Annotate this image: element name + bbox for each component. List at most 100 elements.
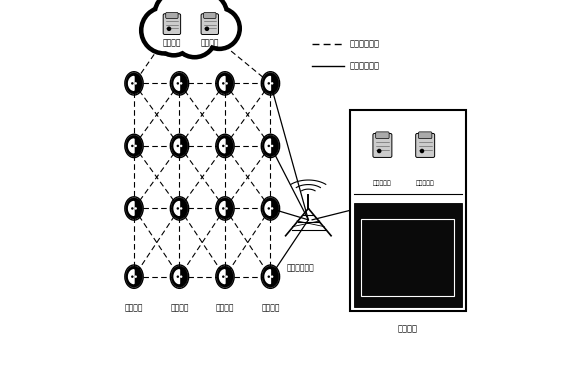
Ellipse shape — [262, 266, 279, 287]
Circle shape — [271, 82, 273, 85]
Bar — [354, 202, 462, 307]
Polygon shape — [220, 77, 225, 90]
FancyBboxPatch shape — [416, 133, 435, 157]
Text: 智能仪表: 智能仪表 — [261, 303, 279, 312]
Circle shape — [222, 207, 225, 210]
Ellipse shape — [262, 198, 279, 219]
Circle shape — [131, 276, 133, 278]
Circle shape — [267, 82, 270, 85]
Text: 智能仪表: 智能仪表 — [125, 303, 143, 312]
Text: 专用传输链路: 专用传输链路 — [350, 62, 380, 71]
Circle shape — [420, 149, 424, 153]
Polygon shape — [174, 270, 179, 283]
Text: 无线传输链路: 无线传输链路 — [350, 39, 380, 48]
Ellipse shape — [171, 73, 188, 94]
Circle shape — [152, 14, 196, 58]
Ellipse shape — [217, 73, 233, 94]
Ellipse shape — [171, 135, 188, 157]
Circle shape — [177, 82, 179, 85]
FancyBboxPatch shape — [373, 133, 392, 157]
Polygon shape — [265, 77, 270, 90]
Circle shape — [267, 145, 270, 147]
Circle shape — [177, 207, 179, 210]
Circle shape — [167, 27, 171, 31]
FancyBboxPatch shape — [204, 13, 216, 19]
Circle shape — [222, 82, 225, 85]
Circle shape — [135, 276, 137, 278]
Polygon shape — [265, 139, 270, 153]
Circle shape — [271, 207, 273, 210]
Circle shape — [197, 6, 242, 51]
Circle shape — [183, 0, 225, 36]
Ellipse shape — [217, 266, 233, 287]
Circle shape — [135, 207, 137, 210]
Polygon shape — [174, 202, 179, 215]
Text: 储服务器: 储服务器 — [201, 39, 219, 48]
Ellipse shape — [262, 135, 279, 157]
Circle shape — [131, 82, 133, 85]
FancyBboxPatch shape — [375, 132, 389, 139]
Ellipse shape — [126, 73, 143, 94]
Text: 集中器或网关: 集中器或网关 — [287, 263, 315, 273]
FancyBboxPatch shape — [201, 14, 218, 34]
Circle shape — [180, 207, 182, 210]
Circle shape — [225, 82, 228, 85]
Circle shape — [180, 82, 182, 85]
Circle shape — [267, 276, 270, 278]
Text: 主服务器: 主服务器 — [163, 39, 181, 48]
Ellipse shape — [217, 135, 233, 157]
Polygon shape — [129, 270, 134, 283]
Circle shape — [201, 10, 237, 47]
Circle shape — [144, 9, 185, 51]
Circle shape — [171, 13, 218, 60]
Circle shape — [225, 145, 228, 147]
Circle shape — [157, 0, 202, 38]
Circle shape — [176, 17, 213, 55]
Circle shape — [377, 149, 381, 153]
Circle shape — [179, 0, 229, 41]
Text: 监控中心: 监控中心 — [398, 324, 418, 333]
FancyBboxPatch shape — [166, 13, 178, 19]
Ellipse shape — [171, 198, 188, 219]
Circle shape — [135, 145, 137, 147]
Polygon shape — [129, 77, 134, 90]
Polygon shape — [129, 202, 134, 215]
Polygon shape — [220, 139, 225, 153]
Circle shape — [225, 207, 228, 210]
Text: 智能仪表: 智能仪表 — [216, 303, 234, 312]
FancyBboxPatch shape — [419, 132, 432, 139]
Circle shape — [267, 207, 270, 210]
Circle shape — [139, 5, 190, 56]
Ellipse shape — [217, 198, 233, 219]
Text: 智能仪表: 智能仪表 — [170, 303, 189, 312]
Circle shape — [271, 145, 273, 147]
Ellipse shape — [126, 266, 143, 287]
Polygon shape — [129, 139, 134, 153]
Circle shape — [271, 276, 273, 278]
Circle shape — [180, 276, 182, 278]
FancyBboxPatch shape — [163, 14, 181, 34]
Polygon shape — [265, 270, 270, 283]
Ellipse shape — [262, 73, 279, 94]
Ellipse shape — [126, 135, 143, 157]
Polygon shape — [220, 202, 225, 215]
Circle shape — [152, 0, 207, 42]
Bar — [350, 110, 466, 311]
Circle shape — [157, 19, 191, 53]
Circle shape — [135, 82, 137, 85]
Circle shape — [131, 145, 133, 147]
Text: 域测数据库: 域测数据库 — [373, 180, 392, 186]
Polygon shape — [220, 270, 225, 283]
Circle shape — [205, 27, 209, 31]
Text: 域测数据库: 域测数据库 — [416, 180, 435, 186]
Circle shape — [131, 207, 133, 210]
Ellipse shape — [126, 198, 143, 219]
Ellipse shape — [171, 266, 188, 287]
Circle shape — [180, 145, 182, 147]
Circle shape — [222, 145, 225, 147]
Circle shape — [222, 276, 225, 278]
Polygon shape — [174, 77, 179, 90]
Circle shape — [225, 276, 228, 278]
Polygon shape — [265, 202, 270, 215]
Polygon shape — [174, 139, 179, 153]
